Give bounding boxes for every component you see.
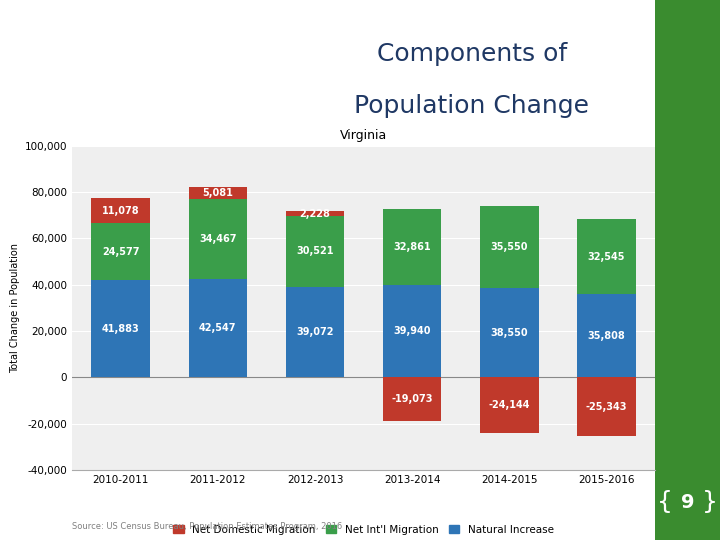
Text: 9: 9 bbox=[681, 492, 694, 512]
Text: 11,078: 11,078 bbox=[102, 206, 140, 215]
Text: -19,073: -19,073 bbox=[392, 394, 433, 404]
Bar bbox=[189, 279, 247, 377]
Legend: Net Domestic Migration, Net Int'l Migration, Natural Increase: Net Domestic Migration, Net Int'l Migrat… bbox=[169, 521, 558, 539]
Text: Components of: Components of bbox=[377, 43, 567, 66]
Text: Source: US Census Bureau, Population Estimates Program, 2016: Source: US Census Bureau, Population Est… bbox=[72, 522, 342, 531]
Text: -25,343: -25,343 bbox=[586, 402, 627, 411]
Bar bbox=[189, 199, 247, 279]
Bar bbox=[383, 209, 441, 285]
Text: 32,861: 32,861 bbox=[393, 242, 431, 252]
Y-axis label: Total Change in Population: Total Change in Population bbox=[11, 243, 20, 373]
Bar bbox=[577, 219, 636, 294]
Bar bbox=[577, 294, 636, 377]
Text: 30,521: 30,521 bbox=[296, 246, 334, 256]
Text: 39,940: 39,940 bbox=[393, 326, 431, 336]
Text: 38,550: 38,550 bbox=[490, 328, 528, 338]
Text: 5,081: 5,081 bbox=[202, 188, 233, 198]
Bar bbox=[480, 206, 539, 288]
Bar bbox=[577, 377, 636, 436]
Bar bbox=[383, 285, 441, 377]
Text: 32,545: 32,545 bbox=[588, 252, 626, 262]
Text: 39,072: 39,072 bbox=[296, 327, 334, 337]
Text: 34,467: 34,467 bbox=[199, 234, 237, 244]
Bar bbox=[91, 198, 150, 224]
Text: }: } bbox=[702, 490, 719, 514]
Text: 42,547: 42,547 bbox=[199, 323, 237, 333]
Text: 35,808: 35,808 bbox=[588, 331, 626, 341]
Text: {: { bbox=[657, 490, 673, 514]
Text: 35,550: 35,550 bbox=[490, 242, 528, 252]
Bar bbox=[480, 377, 539, 433]
Bar bbox=[480, 288, 539, 377]
Text: -24,144: -24,144 bbox=[489, 400, 530, 410]
Text: 41,883: 41,883 bbox=[102, 324, 140, 334]
Title: Virginia: Virginia bbox=[340, 129, 387, 142]
Bar bbox=[91, 280, 150, 377]
Bar bbox=[286, 287, 344, 377]
Text: 24,577: 24,577 bbox=[102, 247, 140, 257]
Bar bbox=[189, 187, 247, 199]
Bar bbox=[91, 224, 150, 280]
Text: Population Change: Population Change bbox=[354, 94, 589, 118]
Bar bbox=[383, 377, 441, 421]
Text: 2,228: 2,228 bbox=[300, 208, 330, 219]
Bar bbox=[286, 211, 344, 216]
Bar bbox=[286, 216, 344, 287]
